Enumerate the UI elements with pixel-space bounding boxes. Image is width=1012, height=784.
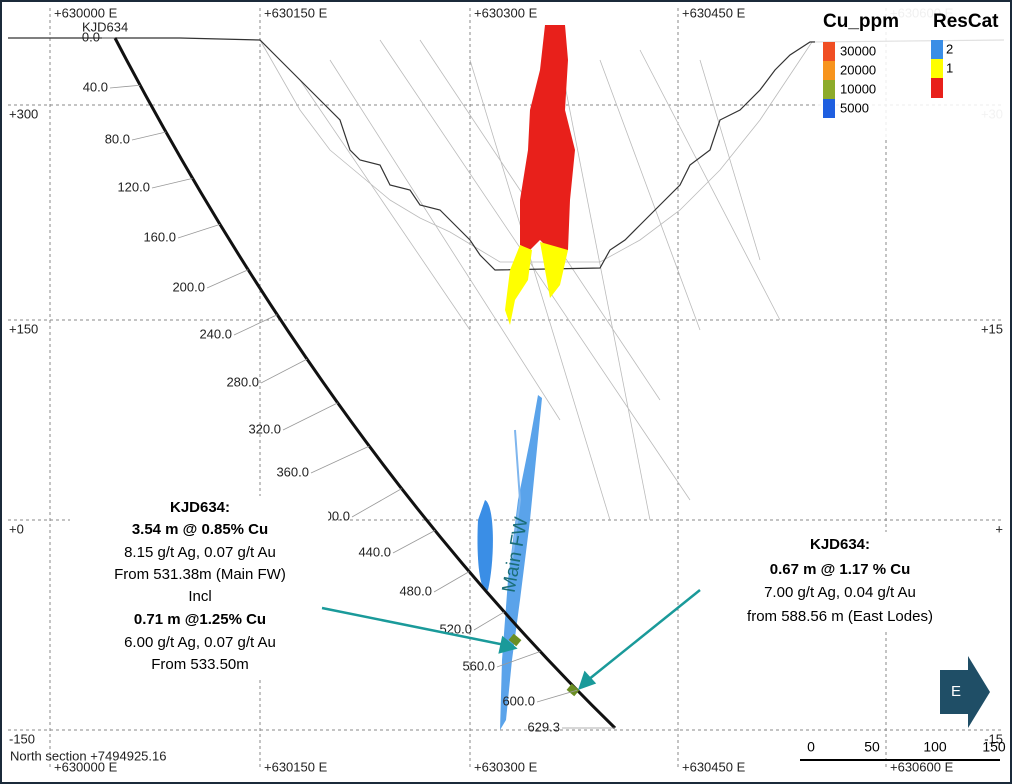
legend-swatch bbox=[823, 61, 835, 80]
elevation-label: +300 bbox=[9, 106, 38, 121]
annotation-line: 6.00 g/t Ag, 0.07 g/t Au bbox=[124, 634, 276, 651]
scale-label: 150 bbox=[982, 739, 1006, 755]
depth-label: 0.0 bbox=[82, 29, 100, 44]
annotation-line: 7.00 g/t Ag, 0.04 g/t Au bbox=[764, 584, 916, 601]
depth-label: 440.0 bbox=[358, 544, 391, 559]
legend-swatch bbox=[931, 40, 943, 59]
easting-label: +630300 E bbox=[474, 5, 538, 20]
elevation-label: +150 bbox=[9, 321, 38, 336]
legend-swatch bbox=[823, 99, 835, 118]
easting-label: +630000 E bbox=[54, 5, 118, 20]
legend-swatch bbox=[823, 80, 835, 99]
direction-label: E bbox=[951, 683, 961, 700]
annotation-line: KJD634: bbox=[810, 536, 870, 553]
easting-label: +630450 E bbox=[682, 759, 746, 774]
legend-title: Cu_ppm bbox=[823, 11, 899, 32]
easting-label: +630300 E bbox=[474, 759, 538, 774]
annotation-line: 8.15 g/t Ag, 0.07 g/t Au bbox=[124, 544, 276, 561]
legend-label: 30000 bbox=[840, 43, 876, 58]
depth-label: 600.0 bbox=[502, 693, 535, 708]
legend-swatch bbox=[931, 78, 943, 98]
annotation-line: From 533.50m bbox=[151, 656, 249, 673]
easting-label: +630150 E bbox=[264, 759, 328, 774]
scale-label: 0 bbox=[807, 739, 815, 755]
annotation-line: from 588.56 m (East Lodes) bbox=[747, 608, 933, 625]
depth-label: 480.0 bbox=[399, 583, 432, 598]
annotation-line: 3.54 m @ 0.85% Cu bbox=[132, 521, 268, 538]
section-label: North section +7494925.16 bbox=[10, 748, 166, 763]
legend-title: ResCat bbox=[933, 11, 999, 32]
section-view: +630000 E+630000 E+630150 E+630150 E+630… bbox=[0, 0, 1012, 784]
elevation-label: -150 bbox=[9, 731, 35, 746]
easting-label: +630450 E bbox=[682, 5, 746, 20]
legend-swatch bbox=[931, 59, 943, 78]
elevation-label: + bbox=[995, 521, 1003, 536]
depth-label: 629.3 bbox=[527, 719, 560, 734]
legend-label: 20000 bbox=[840, 62, 876, 77]
depth-label: 360.0 bbox=[276, 464, 309, 479]
scale-label: 50 bbox=[864, 739, 880, 755]
depth-label: 320.0 bbox=[248, 421, 281, 436]
depth-label: 80.0 bbox=[105, 131, 130, 146]
legend-swatch bbox=[823, 42, 835, 61]
legend-label: 2 bbox=[946, 41, 953, 56]
depth-label: 280.0 bbox=[226, 374, 259, 389]
depth-label: 240.0 bbox=[199, 326, 232, 341]
easting-label: +630600 E bbox=[890, 759, 954, 774]
depth-label: 200.0 bbox=[172, 279, 205, 294]
depth-label: 160.0 bbox=[143, 229, 176, 244]
elevation-label: +0 bbox=[9, 521, 24, 536]
easting-label: +630150 E bbox=[264, 5, 328, 20]
depth-label: 560.0 bbox=[462, 658, 495, 673]
legend-label: 1 bbox=[946, 60, 953, 75]
annotation-line: From 531.38m (Main FW) bbox=[114, 566, 286, 583]
annotation-line: Incl bbox=[188, 588, 211, 605]
depth-label: 120.0 bbox=[117, 179, 150, 194]
annotation-line: 0.67 m @ 1.17 % Cu bbox=[770, 561, 911, 578]
scale-label: 100 bbox=[923, 739, 947, 755]
legend-label: 5000 bbox=[840, 100, 869, 115]
legend-label: 10000 bbox=[840, 81, 876, 96]
elevation-label: +15 bbox=[981, 321, 1003, 336]
annotation-line: 0.71 m @1.25% Cu bbox=[134, 611, 266, 628]
depth-label: 40.0 bbox=[83, 79, 108, 94]
annotation-line: KJD634: bbox=[170, 499, 230, 516]
